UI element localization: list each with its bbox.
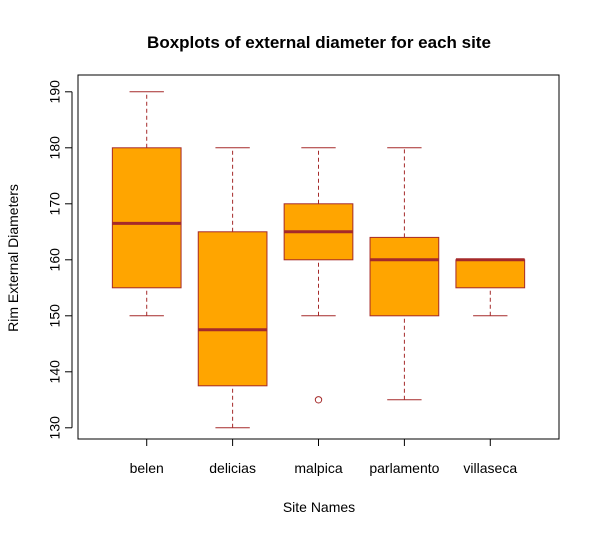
x-tick-label: delicias: [209, 460, 256, 476]
box-belen: [111, 91, 182, 317]
box-iqr: [369, 236, 440, 317]
box-malpica: [283, 147, 354, 404]
outlier-point: [314, 396, 323, 404]
box-iqr: [111, 147, 182, 289]
x-tick-label: villaseca: [463, 460, 517, 476]
box-villaseca: [455, 258, 526, 317]
y-tick-label: 180: [47, 136, 63, 160]
y-tick-label: 170: [47, 192, 63, 216]
y-tick-label: 130: [47, 416, 63, 440]
y-tick-label: 140: [47, 360, 63, 384]
chart-title: Boxplots of external diameter for each s…: [147, 33, 491, 52]
box-delicias: [197, 147, 268, 429]
y-axis-label: Rim External Diameters: [5, 184, 21, 332]
y-tick-label: 150: [47, 304, 63, 328]
box-iqr: [455, 259, 526, 289]
x-tick-label: malpica: [294, 460, 342, 476]
box-parlamento: [369, 147, 440, 401]
x-tick-label: belen: [130, 460, 164, 476]
y-tick-label: 160: [47, 248, 63, 272]
x-axis-label: Site Names: [283, 499, 355, 515]
box-iqr: [197, 231, 268, 387]
y-tick-label: 190: [47, 80, 63, 104]
x-tick-label: parlamento: [369, 460, 439, 476]
